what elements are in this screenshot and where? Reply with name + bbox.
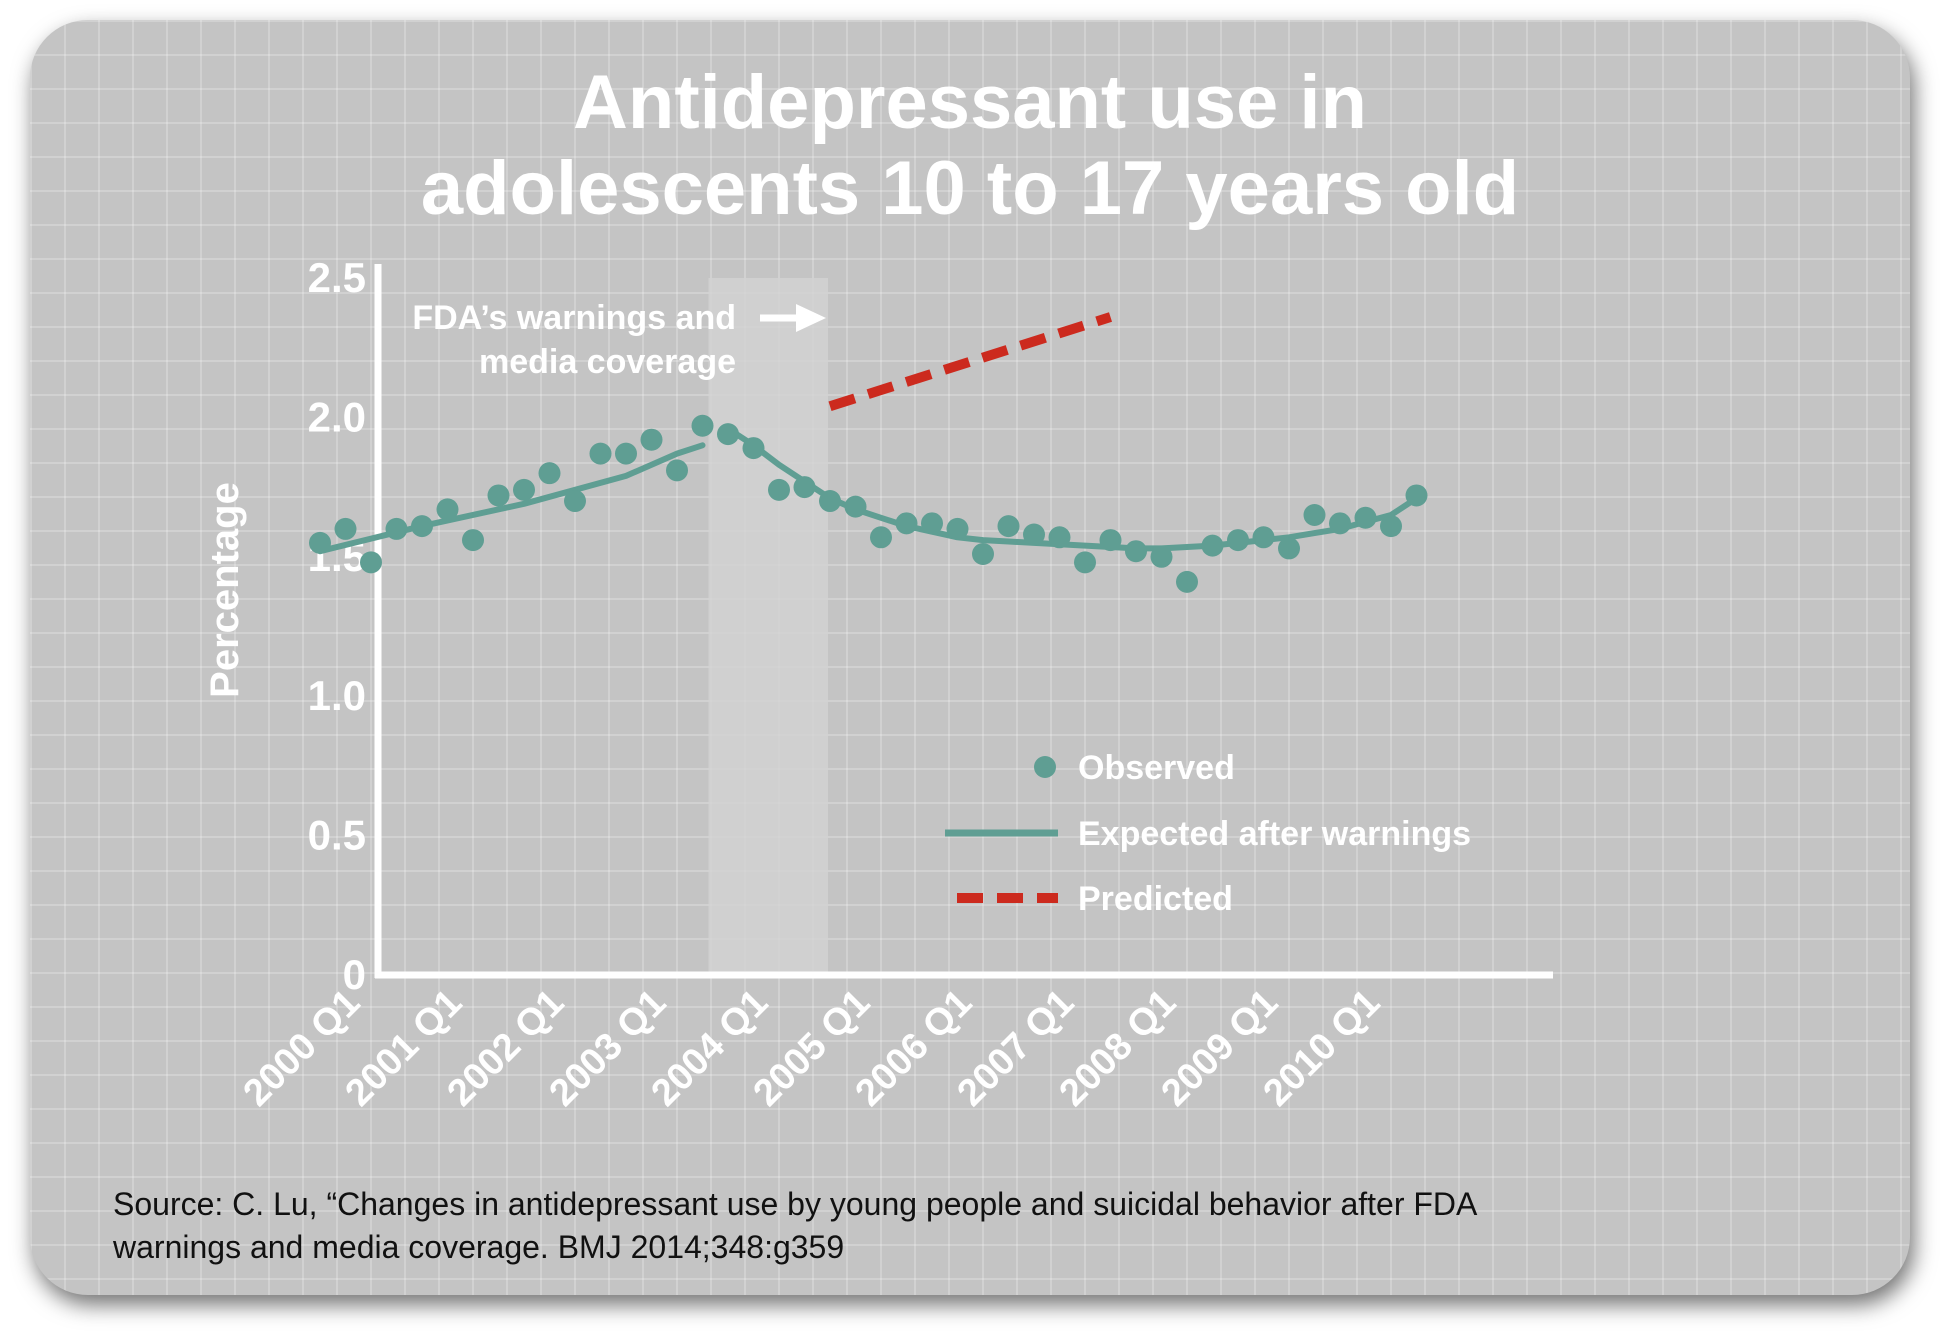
observed-point bbox=[666, 459, 688, 482]
observed-point bbox=[844, 495, 867, 518]
observed-point bbox=[946, 517, 969, 540]
observed-point bbox=[1252, 526, 1275, 549]
observed-point bbox=[717, 423, 739, 446]
observed-point bbox=[640, 428, 663, 451]
observed-point bbox=[1023, 523, 1045, 546]
legend-observed-marker bbox=[1034, 756, 1056, 778]
observed-point bbox=[385, 517, 408, 540]
y-tick-label: 0 bbox=[343, 951, 366, 998]
observed-point bbox=[1201, 534, 1224, 557]
y-tick-label: 2.5 bbox=[308, 254, 366, 301]
source-line-1: Source: C. Lu, “Changes in antidepressan… bbox=[113, 1186, 1478, 1222]
legend-label: Predicted bbox=[1078, 880, 1233, 918]
annotation-text-line: FDA’s warnings and bbox=[412, 299, 736, 337]
chart-card: Antidepressant use in adolescents 10 to … bbox=[30, 20, 1910, 1295]
observed-point bbox=[997, 515, 1020, 538]
y-tick-label: 2.0 bbox=[308, 393, 366, 440]
expected-line-post-warning bbox=[725, 425, 1420, 552]
observed-point bbox=[1227, 529, 1249, 552]
annotation-text-line: media coverage bbox=[479, 343, 736, 381]
observed-point bbox=[870, 526, 892, 549]
observed-point bbox=[564, 490, 586, 513]
observed-point bbox=[819, 490, 841, 513]
y-axis-label: Percentage bbox=[203, 482, 247, 698]
observed-point bbox=[1329, 512, 1351, 535]
observed-point bbox=[436, 498, 459, 521]
observed-point bbox=[1380, 515, 1402, 538]
observed-point bbox=[538, 462, 561, 485]
observed-point bbox=[972, 543, 994, 566]
observed-point bbox=[513, 478, 535, 501]
right-arrow-icon bbox=[760, 304, 826, 332]
observed-point bbox=[411, 515, 433, 538]
observed-point bbox=[589, 442, 612, 465]
legend-label: Expected after warnings bbox=[1078, 815, 1471, 853]
observed-point bbox=[1405, 484, 1428, 507]
source-line-2: warnings and media coverage. BMJ 2014;34… bbox=[113, 1229, 845, 1265]
predicted-line bbox=[828, 312, 1113, 412]
observed-point bbox=[1074, 551, 1096, 574]
observed-point bbox=[615, 442, 637, 465]
chart-title: Antidepressant use in adolescents 10 to … bbox=[30, 60, 1910, 232]
observed-point bbox=[487, 484, 510, 507]
source-citation: Source: C. Lu, “Changes in antidepressan… bbox=[113, 1183, 1813, 1269]
right-arrow-head bbox=[796, 304, 826, 332]
legend-label: Observed bbox=[1078, 749, 1235, 787]
observed-point bbox=[1176, 570, 1198, 593]
observed-point bbox=[1125, 540, 1147, 563]
observed-point bbox=[309, 531, 331, 554]
chart-title-line-2: adolescents 10 to 17 years old bbox=[420, 146, 1520, 231]
observed-point bbox=[1354, 506, 1377, 529]
observed-point bbox=[1099, 529, 1122, 552]
observed-point bbox=[1150, 545, 1173, 568]
observed-point bbox=[360, 551, 382, 574]
observed-point bbox=[462, 529, 484, 552]
observed-point bbox=[334, 517, 357, 540]
y-tick-label: 1.0 bbox=[308, 672, 366, 719]
observed-point bbox=[1048, 526, 1071, 549]
observed-point bbox=[921, 512, 943, 535]
y-tick-label: 0.5 bbox=[308, 812, 366, 859]
chart-title-line-1: Antidepressant use in bbox=[573, 60, 1367, 145]
observed-point bbox=[1303, 503, 1326, 526]
observed-point bbox=[793, 476, 816, 499]
observed-point bbox=[691, 414, 714, 437]
warning-period-band bbox=[708, 278, 828, 975]
observed-point bbox=[895, 512, 918, 535]
observed-point bbox=[742, 437, 765, 460]
observed-point bbox=[768, 478, 790, 501]
observed-point bbox=[1278, 537, 1300, 560]
